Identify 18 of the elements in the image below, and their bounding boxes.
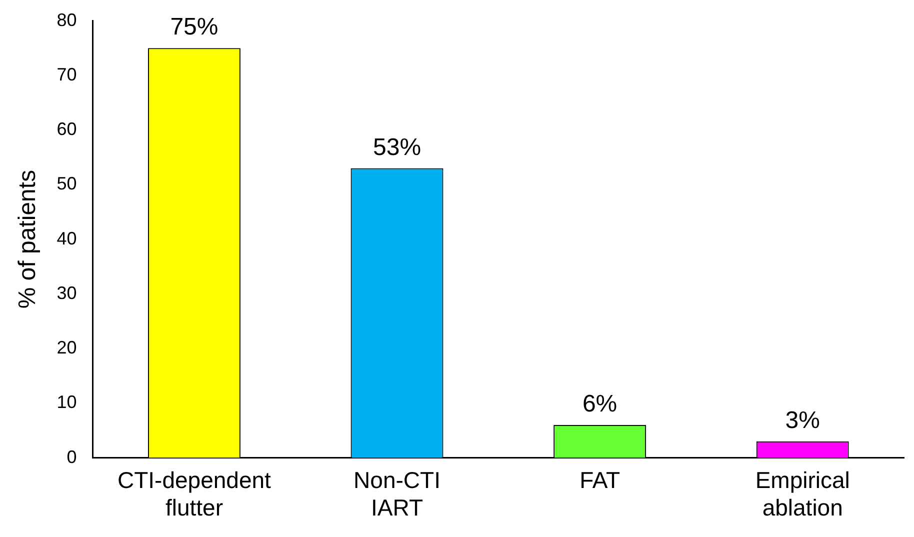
y-tick-label: 70 [56,64,77,84]
y-tick-label: 40 [56,228,77,248]
x-tick-label: Non-CTI IART [354,466,440,521]
y-tick-label: 30 [56,282,77,303]
data-label: 6% [582,390,618,418]
y-tick-label: 10 [56,392,77,412]
data-label: 53% [372,134,422,161]
y-tick-label: 60 [56,119,77,140]
y-axis-title: % of patients [14,170,42,309]
y-tick-label: 20 [56,338,77,358]
y-tick-label: 80 [56,10,77,30]
data-label: 75% [170,14,218,41]
x-tick-label: FAT [580,466,620,493]
data-label: 3% [785,407,820,434]
x-tick-label: CTI-dependent flutter [118,466,272,521]
x-tick-label: Empirical ablation [755,466,850,521]
y-tick-label: 50 [56,174,77,194]
y-tick-label: 0 [66,446,77,467]
